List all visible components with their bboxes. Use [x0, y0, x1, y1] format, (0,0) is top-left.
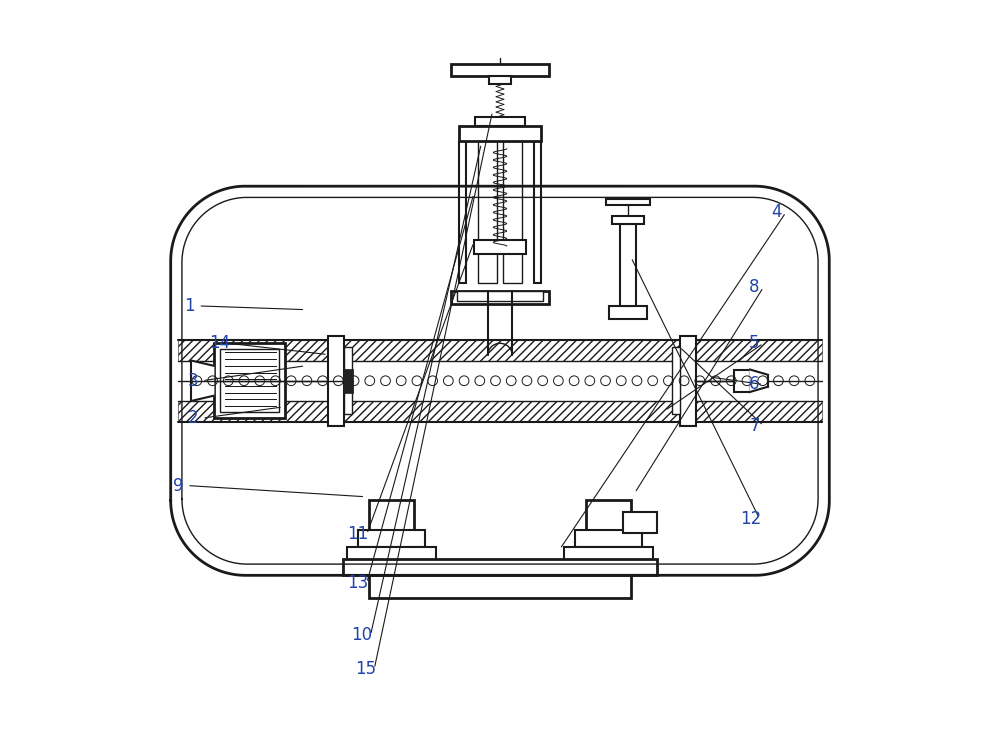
Text: 10: 10: [351, 627, 372, 644]
Bar: [226, 357, 272, 407]
Polygon shape: [750, 369, 768, 392]
Text: 1: 1: [184, 297, 195, 315]
Bar: [343, 559, 657, 575]
Bar: [478, 141, 497, 284]
Bar: [459, 141, 466, 284]
Bar: [369, 501, 414, 530]
Bar: [623, 513, 657, 533]
Bar: [220, 349, 279, 412]
Text: 3: 3: [188, 372, 198, 390]
Bar: [343, 369, 353, 393]
Bar: [586, 501, 631, 530]
Bar: [451, 291, 549, 305]
Bar: [620, 224, 636, 306]
Text: 7: 7: [749, 417, 760, 434]
Bar: [474, 240, 526, 253]
Bar: [358, 530, 425, 547]
Bar: [672, 347, 680, 415]
Text: 11: 11: [347, 526, 368, 543]
Bar: [347, 547, 436, 560]
Text: 5: 5: [749, 334, 760, 352]
Bar: [503, 141, 522, 284]
Bar: [534, 141, 541, 284]
Text: 12: 12: [740, 510, 761, 529]
Bar: [489, 76, 511, 84]
Polygon shape: [191, 360, 214, 401]
Text: 14: 14: [209, 334, 230, 352]
Bar: [734, 369, 750, 392]
Bar: [575, 530, 642, 547]
Bar: [214, 343, 285, 418]
Bar: [564, 547, 653, 560]
Bar: [344, 347, 352, 415]
Bar: [457, 291, 543, 302]
Bar: [369, 575, 631, 598]
Text: 8: 8: [749, 278, 760, 296]
Bar: [459, 126, 541, 141]
Text: 15: 15: [355, 660, 376, 678]
Bar: [680, 336, 696, 426]
Text: 4: 4: [772, 204, 782, 222]
Bar: [606, 199, 650, 205]
Text: 6: 6: [749, 375, 760, 394]
Bar: [451, 64, 549, 76]
Bar: [612, 216, 644, 224]
Text: 13: 13: [347, 574, 368, 592]
Bar: [328, 336, 344, 426]
Bar: [609, 306, 647, 320]
Text: 2: 2: [188, 409, 198, 428]
Text: 9: 9: [173, 477, 183, 495]
Bar: [475, 118, 525, 126]
